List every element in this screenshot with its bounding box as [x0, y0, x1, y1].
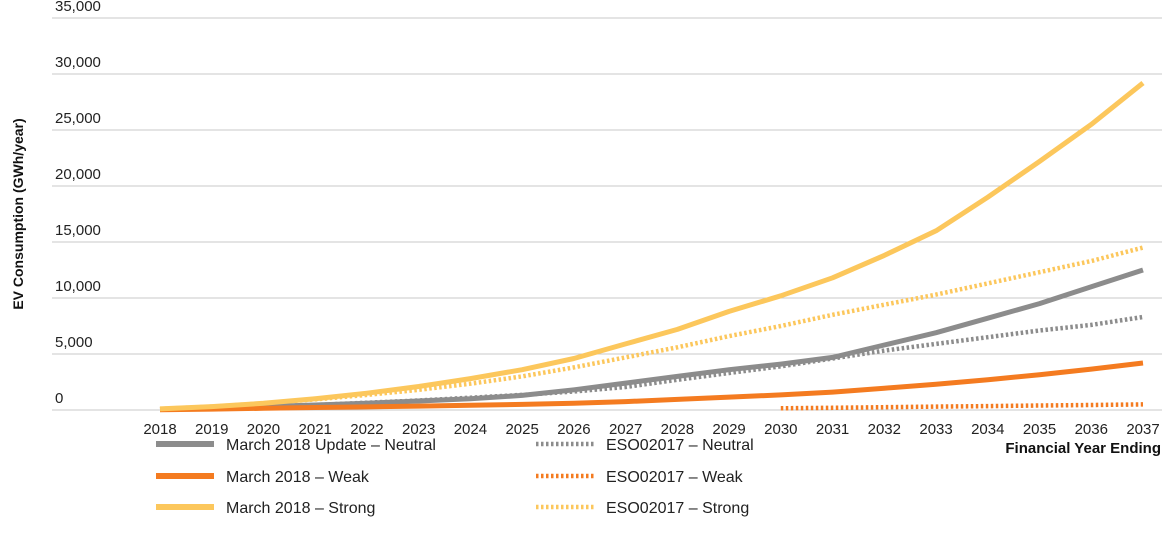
x-tick-labels: 2018 2019 2020 2021 2022 2023 2024 2025 2026 2027…: [143, 421, 1159, 438]
series-lines: [159, 81, 1145, 413]
x-tick-label: 2035: [1023, 421, 1056, 438]
legend-label: March 2018 – Weak: [226, 469, 370, 486]
legend-label: March 2018 – Strong: [226, 500, 375, 517]
x-tick-label: 2037: [1126, 421, 1159, 438]
x-tick-label: 2029: [712, 421, 745, 438]
x-tick-label: 2032: [868, 421, 901, 438]
series-line-eso02017-strong: [159, 245, 1144, 412]
legend-label: ESO02017 – Weak: [606, 469, 744, 486]
y-tick-label: 20,000: [55, 166, 101, 183]
x-tick-label: 2034: [971, 421, 1004, 438]
series-line-eso02017-weak: [780, 402, 1144, 411]
legend-label: March 2018 Update – Neutral: [226, 437, 436, 454]
y-tick-label: 0: [55, 390, 63, 407]
x-tick-label: 2024: [454, 421, 487, 438]
y-tick-labels: 0 5,000 10,000 15,000 20,000 25,000 30,000 35,0…: [55, 0, 101, 407]
x-tick-label: 2023: [402, 421, 435, 438]
x-tick-label: 2033: [919, 421, 952, 438]
y-tick-label: 25,000: [55, 110, 101, 127]
y-tick-label: 30,000: [55, 54, 101, 71]
x-tick-label: 2028: [661, 421, 694, 438]
y-tick-label: 5,000: [55, 334, 93, 351]
x-tick-label: 2026: [557, 421, 590, 438]
x-tick-label: 2019: [195, 421, 228, 438]
y-tick-label: 15,000: [55, 222, 101, 239]
gridlines: [52, 17, 1162, 411]
x-tick-label: 2031: [816, 421, 849, 438]
x-tick-label: 2027: [609, 421, 642, 438]
x-tick-label: 2030: [764, 421, 797, 438]
x-tick-label: 2018: [143, 421, 176, 438]
series-line-march-2018-update-neutral: [159, 267, 1144, 412]
x-tick-label: 2025: [505, 421, 538, 438]
x-tick-label: 2022: [350, 421, 383, 438]
x-tick-label: 2021: [299, 421, 332, 438]
x-tick-label: 2020: [247, 421, 280, 438]
x-tick-label: 2036: [1075, 421, 1108, 438]
series-line-eso02017-neutral: [159, 314, 1144, 412]
series-line-march-2018-strong: [159, 81, 1145, 412]
y-axis-label: EV Consumption (GWh/year): [10, 118, 26, 309]
y-tick-label: 10,000: [55, 278, 101, 295]
legend-label: ESO02017 – Neutral: [606, 437, 754, 454]
x-axis-title: Financial Year Ending: [1005, 440, 1161, 457]
series-line-march-2018-weak: [159, 360, 1144, 413]
legend-label: ESO02017 – Strong: [606, 500, 749, 517]
legend: March 2018 Update – Neutral March 2018 – …: [156, 437, 754, 517]
y-tick-label: 35,000: [55, 0, 101, 15]
